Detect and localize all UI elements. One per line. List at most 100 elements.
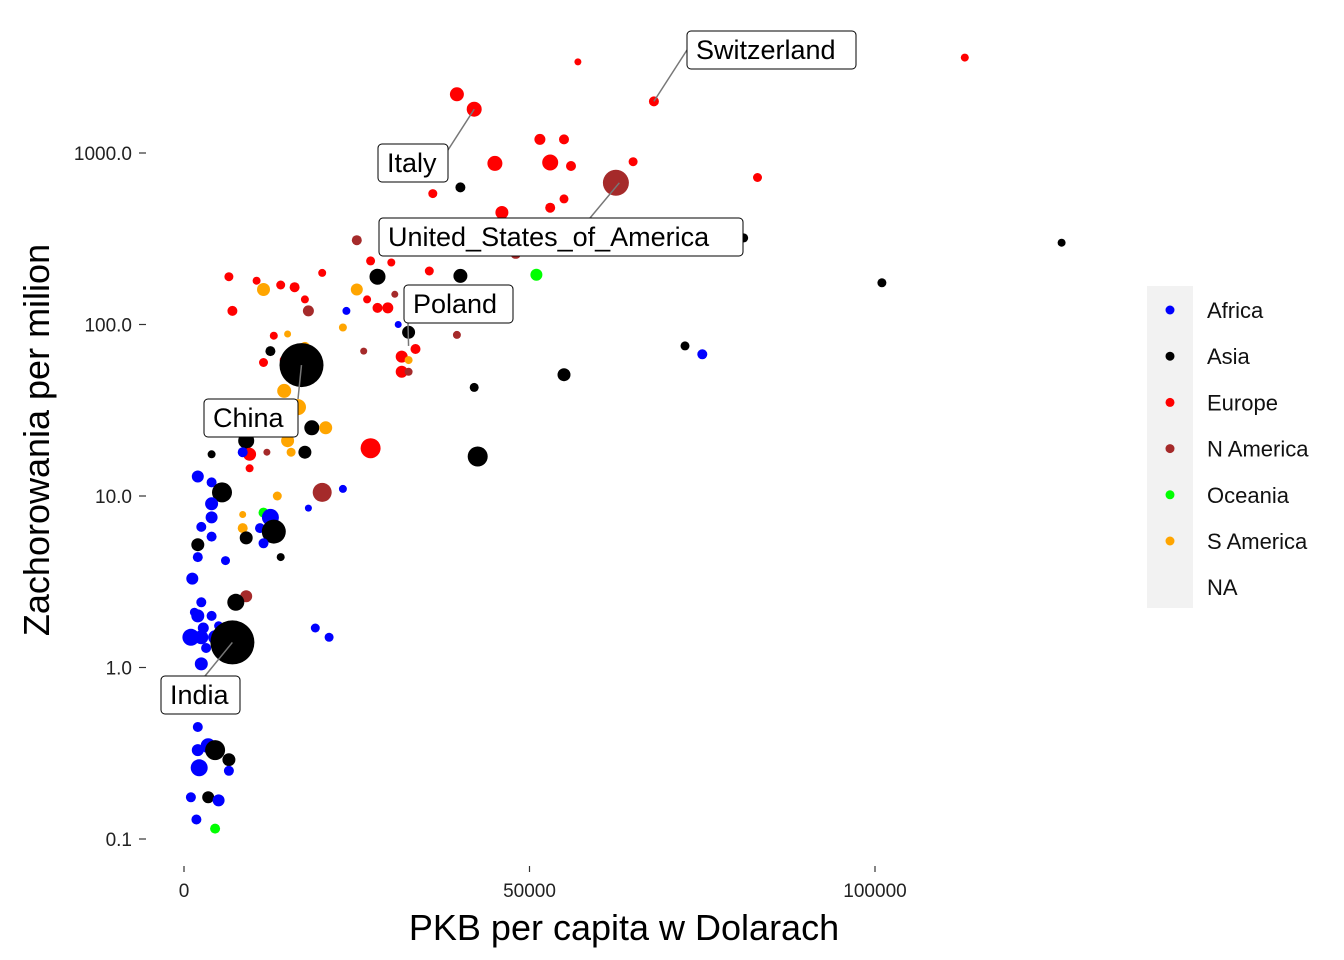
data-point bbox=[284, 330, 292, 338]
data-point bbox=[363, 295, 372, 304]
data-point bbox=[495, 206, 509, 219]
data-point bbox=[559, 134, 569, 145]
callout-box bbox=[160, 675, 241, 715]
callout-leader bbox=[653, 49, 688, 102]
data-point bbox=[289, 282, 300, 293]
data-point bbox=[487, 155, 503, 171]
data-point bbox=[237, 523, 248, 534]
data-point bbox=[324, 632, 334, 642]
data-point bbox=[318, 268, 327, 277]
data-point bbox=[221, 556, 230, 566]
data-point bbox=[223, 765, 234, 776]
callout-switzerland: Switzerland bbox=[653, 30, 857, 102]
callout-box bbox=[403, 284, 514, 324]
data-point bbox=[261, 519, 286, 544]
data-point bbox=[192, 552, 203, 563]
legend-item: Oceania bbox=[1165, 483, 1290, 508]
y-tick-label: 1.0 bbox=[106, 659, 132, 680]
legend-item: NA bbox=[1207, 575, 1238, 600]
data-point bbox=[272, 491, 282, 501]
axes-layer: 0 50000 100000 0.1 1.0 10.0 100.0 1000.0 bbox=[74, 144, 907, 902]
data-point bbox=[258, 538, 269, 549]
data-point bbox=[237, 447, 248, 458]
legend-swatch bbox=[1165, 351, 1175, 361]
data-point bbox=[566, 161, 576, 171]
data-point bbox=[753, 173, 762, 182]
data-point bbox=[191, 609, 205, 623]
callout-box bbox=[377, 143, 449, 183]
y-axis-title: Zachorowania per milion bbox=[16, 244, 57, 636]
y-tick-label: 1000.0 bbox=[74, 144, 132, 165]
data-point bbox=[196, 597, 207, 608]
data-point bbox=[210, 620, 255, 665]
data-point bbox=[310, 623, 320, 633]
data-point bbox=[205, 497, 219, 511]
callout-china: China bbox=[203, 364, 303, 438]
data-point bbox=[257, 283, 270, 296]
data-point bbox=[192, 722, 203, 732]
data-point bbox=[530, 268, 543, 281]
data-point bbox=[648, 96, 659, 107]
legend-item: Europe bbox=[1165, 390, 1278, 415]
legend-item: Asia bbox=[1165, 344, 1251, 369]
callout-united-states-of-america: United_States_of_America bbox=[378, 182, 744, 257]
data-point bbox=[190, 759, 208, 777]
y-tick-label: 10.0 bbox=[95, 487, 132, 508]
data-point bbox=[222, 753, 236, 767]
data-point bbox=[206, 477, 217, 488]
data-point bbox=[212, 794, 225, 807]
data-point bbox=[277, 383, 292, 398]
callout-leader bbox=[297, 364, 303, 400]
callout-label: Italy bbox=[387, 148, 437, 178]
data-point bbox=[404, 356, 413, 365]
data-point bbox=[206, 610, 217, 621]
legend-label: Oceania bbox=[1207, 483, 1290, 508]
callout-label: Poland bbox=[413, 289, 497, 319]
callout-leader bbox=[589, 182, 620, 219]
data-point bbox=[628, 157, 638, 167]
data-point bbox=[205, 740, 226, 761]
data-point bbox=[467, 446, 488, 467]
data-point bbox=[201, 643, 212, 653]
callout-leader bbox=[407, 322, 410, 346]
data-point bbox=[227, 593, 245, 611]
callout-box bbox=[686, 30, 857, 70]
data-point bbox=[239, 531, 253, 545]
data-point bbox=[877, 278, 887, 288]
y-tick-label: 100.0 bbox=[84, 316, 132, 337]
callout-label: India bbox=[170, 680, 230, 710]
data-point bbox=[212, 482, 232, 503]
data-point bbox=[469, 382, 479, 392]
callout-india: India bbox=[160, 641, 241, 715]
data-point bbox=[453, 268, 468, 283]
data-point bbox=[207, 450, 216, 459]
data-point bbox=[410, 344, 421, 354]
x-tick-label: 50000 bbox=[503, 881, 556, 902]
data-point bbox=[338, 323, 347, 332]
data-point bbox=[534, 133, 546, 145]
data-point bbox=[265, 346, 276, 357]
data-point bbox=[245, 464, 254, 473]
data-point bbox=[210, 823, 221, 834]
callout-label: China bbox=[213, 403, 285, 433]
legend-swatch bbox=[1165, 536, 1175, 546]
legend-label: NA bbox=[1207, 575, 1238, 600]
data-point bbox=[545, 202, 556, 213]
data-point bbox=[559, 194, 569, 204]
data-point bbox=[382, 302, 394, 314]
data-point bbox=[186, 572, 199, 585]
data-point bbox=[191, 744, 204, 757]
data-point bbox=[449, 87, 464, 102]
data-point bbox=[680, 341, 690, 351]
legend-label: S America bbox=[1207, 529, 1308, 554]
data-point bbox=[387, 258, 396, 267]
data-point bbox=[557, 368, 571, 382]
data-point bbox=[1057, 238, 1066, 247]
data-point bbox=[304, 420, 320, 436]
data-point bbox=[394, 321, 402, 328]
callout-box bbox=[378, 217, 744, 257]
data-point bbox=[372, 302, 383, 313]
data-point bbox=[466, 101, 482, 117]
data-point bbox=[239, 511, 247, 518]
